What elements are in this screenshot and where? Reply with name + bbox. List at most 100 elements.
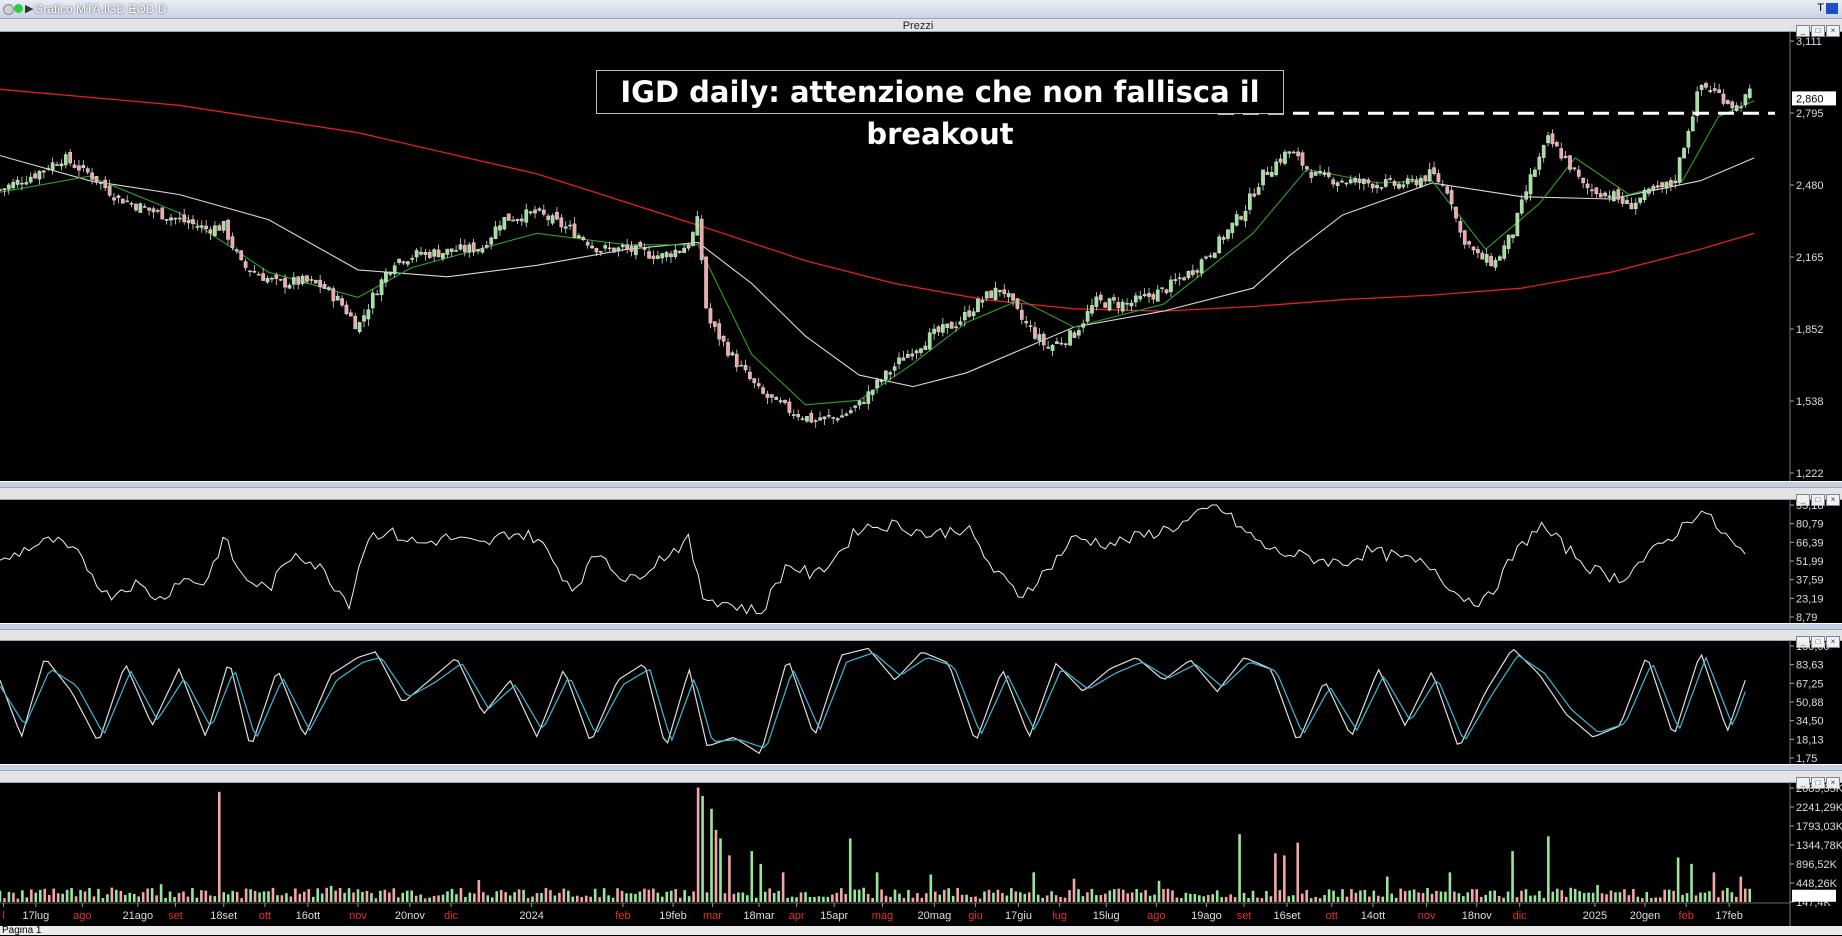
candle-body [1212,252,1217,259]
tab-page-1[interactable]: Pagina 1 [2,925,42,936]
minimize-icon[interactable]: _ [1796,25,1810,37]
candle-body [769,394,774,398]
candle-body [1348,179,1353,184]
candle-body [1199,259,1204,274]
oscillator-chart[interactable]: 95,18 80,79 66,39 51,99 37,59 23,19 8,79 [0,499,1842,623]
candle-body [625,244,629,249]
volume-bar [1426,888,1429,902]
candle-body [1261,169,1265,186]
candle-body [1524,191,1529,200]
candle-body [655,255,660,259]
candle-body [1682,148,1686,159]
close-icon[interactable]: × [1826,25,1840,37]
minimize-icon[interactable]: _ [1796,494,1810,506]
candle-body [1537,156,1542,170]
candle-body [1322,172,1327,176]
candle-body [1585,183,1590,189]
minimize-icon[interactable]: _ [1796,636,1810,648]
stochastic-chart[interactable]: 100,00 83,63 67,25 50,88 34,50 18,13 1,75 [0,640,1842,764]
candle-body [1647,188,1651,194]
candle-body [1204,256,1208,259]
minimize-icon[interactable]: _ [1796,777,1810,789]
candle-body [923,345,928,351]
volume-bar [562,888,566,902]
candle-body [1151,294,1156,300]
volume-bar [244,888,248,902]
candle-body [384,272,388,283]
candle-body [423,251,428,256]
volume-bar [1412,889,1416,902]
volume-bar [1743,888,1747,902]
volume-bar [840,888,843,902]
volume-bar [1726,887,1729,902]
candle-body [72,164,77,168]
candle-body [120,198,125,204]
candle-body [173,217,178,220]
candle-body [1432,167,1436,174]
price-chart[interactable]: 3,111 2,795 2,480 2,165 1,852 1,538 1,222 2,860 [0,31,1842,481]
volume-bar [705,892,709,902]
candle-body [1603,192,1607,197]
volume-bar [1703,892,1707,902]
candle-body [1642,189,1647,201]
volume-bar [1336,896,1340,902]
candle-body [506,213,511,221]
candle-body [949,321,954,329]
volume-bar [1233,897,1237,902]
volume-bar [996,889,1000,902]
maximize-icon[interactable]: □ [1811,777,1825,789]
close-icon[interactable]: × [1826,777,1840,789]
candle-body [932,328,936,334]
stoch-y-tick-label: 50,88 [1796,697,1824,709]
candle-body [809,412,814,423]
maximize-icon[interactable]: □ [1811,636,1825,648]
volume-bar [1291,895,1295,902]
window-menu-icon[interactable] [3,4,14,15]
candle-body [1169,279,1173,293]
volume-bar [294,888,297,902]
volume-bar [1175,897,1179,902]
x-tick-label: 18nov [1462,910,1492,922]
maximize-icon[interactable]: □ [1811,25,1825,37]
candle-body [213,225,217,236]
close-icon[interactable]: × [1826,636,1840,648]
volume-bar [428,897,431,902]
volume-bar [638,891,642,902]
volume-bar [1614,892,1617,902]
candle-body [1112,297,1116,301]
candle-body [1283,151,1287,164]
volume-bar [741,892,745,902]
volume-bar [1139,892,1143,902]
candle-body [1019,309,1024,320]
candle-body [1177,277,1182,280]
candle-body [463,245,467,252]
maximize-icon[interactable]: □ [1811,494,1825,506]
tab-bar: Pagina 1 [0,925,1842,936]
candle-body [1449,190,1454,205]
candle-body [905,354,910,358]
volume-bar [1063,897,1067,902]
candle-body [936,326,941,333]
volume-bar [3,898,6,902]
volume-bar [410,890,413,902]
candle-body [1362,178,1366,184]
volume-bar [737,892,740,902]
candle-body [6,184,11,190]
candle-body [107,185,112,196]
restore-icon[interactable] [1826,3,1838,14]
volume-bar [1421,893,1425,902]
candle-body [375,293,380,296]
candle-body [204,225,208,229]
candle-body [1191,270,1195,275]
close-icon[interactable]: × [1826,494,1840,506]
candle-body [1717,89,1721,93]
volume-bar [974,896,977,902]
candle-body [432,249,437,257]
candle-body [704,256,708,309]
volume-chart[interactable]: 2689,55K 2241,29K 1793,03K 1344,78K 896,52K 4… [0,782,1842,927]
volume-bar [146,888,149,902]
volume-bar [558,892,561,902]
candle-body [191,219,195,225]
volume-bar [575,895,579,902]
candle-body [1454,206,1458,219]
